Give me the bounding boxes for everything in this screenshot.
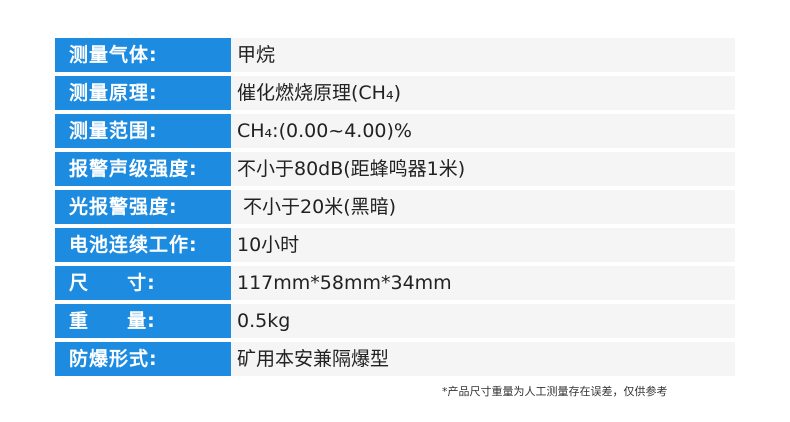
spec-value: 0.5kg (237, 310, 291, 332)
spec-label: 测量原理: (55, 76, 231, 110)
spec-row: 电池连续工作: 10小时 (55, 228, 735, 262)
spec-value: 催化燃烧原理(CH₄) (237, 82, 401, 104)
spec-row: 测量范围: CH₄:(0.00~4.00)% (55, 114, 735, 148)
spec-label: 测量气体: (55, 38, 231, 72)
spec-value: 117mm*58mm*34mm (237, 272, 452, 294)
spec-row: 测量气体: 甲烷 (55, 38, 735, 72)
disclaimer-note: *产品尺寸重量为人工测量存在误差，仅供参考 (442, 385, 668, 398)
spec-row: 测量原理: 催化燃烧原理(CH₄) (55, 76, 735, 110)
spec-value: 10小时 (237, 234, 300, 256)
spec-value: 不小于80dB(距蜂鸣器1米) (237, 158, 466, 180)
spec-value: 甲烷 (237, 44, 276, 66)
spec-value: CH₄:(0.00~4.00)% (237, 120, 412, 142)
spec-label: 测量范围: (55, 114, 231, 148)
spec-row: 尺 寸: 117mm*58mm*34mm (55, 266, 735, 300)
spec-table: 测量气体: 甲烷 测量原理: 催化燃烧原理(CH₄) 测量范围: CH₄:(0.00~… (55, 38, 735, 380)
spec-label: 防爆形式: (55, 342, 231, 376)
spec-row: 重 量: 0.5kg (55, 304, 735, 338)
spec-row: 光报警强度: 不小于20米(黑暗) (55, 190, 735, 224)
spec-label: 报警声级强度: (55, 152, 231, 186)
spec-label: 重 量: (55, 304, 231, 338)
spec-value: 矿用本安兼隔爆型 (237, 348, 390, 370)
spec-value: 不小于20米(黑暗) (237, 196, 397, 218)
spec-row: 防爆形式: 矿用本安兼隔爆型 (55, 342, 735, 376)
spec-label: 尺 寸: (55, 266, 231, 300)
spec-row: 报警声级强度: 不小于80dB(距蜂鸣器1米) (55, 152, 735, 186)
spec-label: 电池连续工作: (55, 228, 231, 262)
spec-label: 光报警强度: (55, 190, 231, 224)
